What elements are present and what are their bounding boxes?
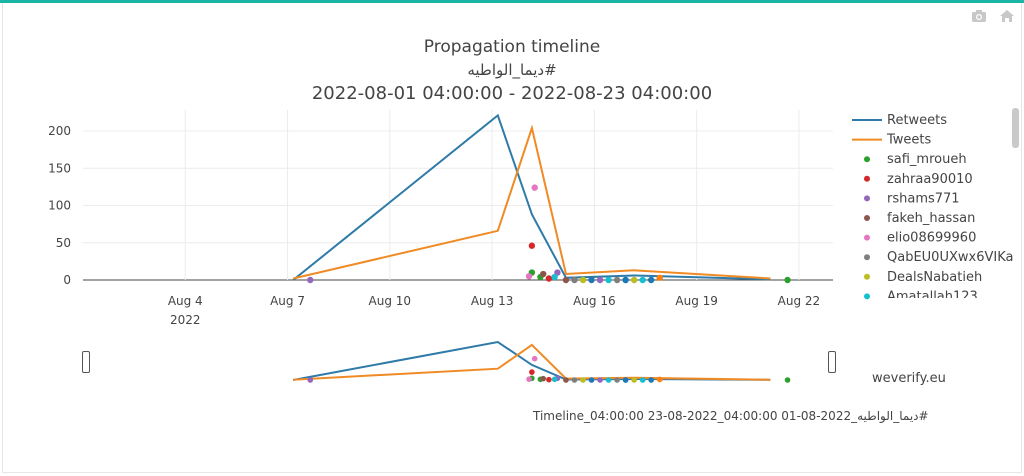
camera-icon[interactable] (970, 8, 988, 24)
brand-label: weverify.eu (872, 371, 946, 386)
chart-frame (2, 3, 1022, 473)
home-icon[interactable] (998, 8, 1016, 24)
range-slider-right-handle[interactable] (828, 351, 836, 373)
chart-caption: Timeline_ديما_الواطيه_2022-08-01 04:00:0… (533, 409, 929, 423)
chart-modebar (970, 8, 1016, 24)
chart-title: Propagation timeline (423, 37, 601, 57)
chart-date-range: 2022-08-01 04:00:00 - 2022-08-23 04:00:0… (311, 83, 713, 104)
chart-hashtag: ديما_الواطيه# (467, 61, 557, 79)
range-slider-left-handle[interactable] (82, 351, 90, 373)
accent-top-bar (0, 0, 1024, 3)
legend-scrollbar[interactable] (1012, 108, 1019, 148)
